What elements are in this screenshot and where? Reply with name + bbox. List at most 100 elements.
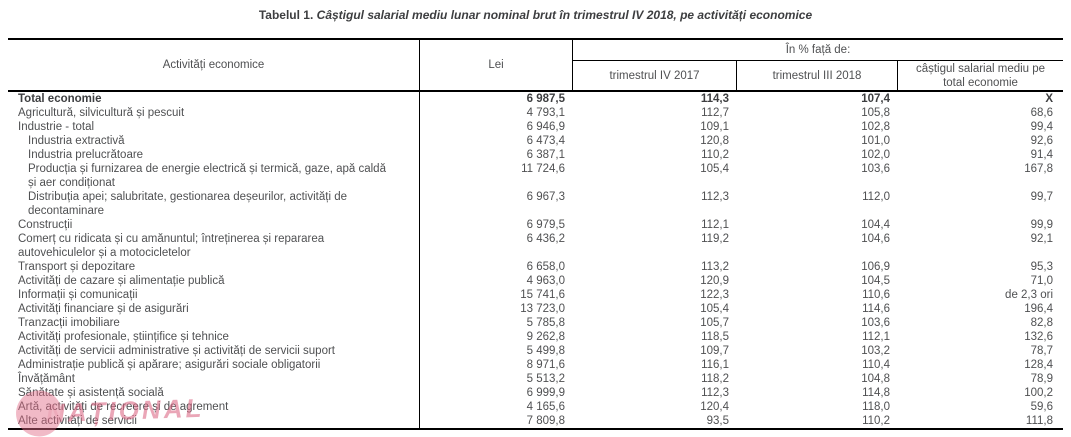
table-row: Sănătate și asistență socială 6 999,9 112,… bbox=[8, 386, 1063, 400]
value-vs-total-economy: 92,1 bbox=[1030, 233, 1053, 245]
activity-label: Activități de servicii administrative și… bbox=[8, 344, 420, 358]
value-vs-q3-2018: 103,6 bbox=[861, 317, 890, 329]
value-lei: 7 809,8 bbox=[526, 415, 565, 427]
value-vs-q4-2017: 112,7 bbox=[701, 107, 729, 119]
table-row: Construcții 6 979,5 112,1 104,4 99,9 bbox=[8, 218, 1063, 232]
value-vs-q4-2017: 122,3 bbox=[700, 289, 729, 301]
value-lei: 6 979,5 bbox=[526, 219, 565, 231]
table-row: Activități financiare și de asigurări 13 … bbox=[8, 302, 1063, 316]
value-vs-q3-2018: 114,6 bbox=[862, 303, 890, 315]
value-vs-total-economy: X bbox=[1045, 93, 1053, 105]
activity-label: Activități financiare și de asigurări bbox=[8, 302, 420, 316]
value-vs-q4-2017: 120,9 bbox=[700, 275, 729, 287]
value-vs-q4-2017: 109,1 bbox=[700, 121, 729, 133]
value-lei: 4 793,1 bbox=[526, 107, 565, 119]
table-row: Activități de servicii administrative și… bbox=[8, 344, 1063, 358]
percent-subcolumns: trimestrul IV 2017 trimestrul III 2018 c… bbox=[573, 61, 1063, 90]
value-lei: 13 723,0 bbox=[520, 303, 565, 315]
value-vs-total-economy: 78,7 bbox=[1030, 345, 1053, 357]
value-vs-total-economy: 68,6 bbox=[1030, 107, 1053, 119]
value-vs-q3-2018: 105,8 bbox=[861, 107, 890, 119]
value-vs-q4-2017: 105,7 bbox=[700, 317, 729, 329]
table-row: Activități profesionale, științifice și … bbox=[8, 330, 1063, 344]
activity-label: Sănătate și asistență socială bbox=[8, 386, 420, 400]
table-row: Industria prelucrătoare 6 387,1 110,2 102,0… bbox=[8, 148, 1063, 162]
value-vs-q4-2017: 113,2 bbox=[701, 261, 729, 273]
table-row: Distribuția apei; salubritate, gestionar… bbox=[8, 190, 1063, 218]
activity-label: Producția și furnizarea de energie elect… bbox=[8, 162, 420, 190]
table-header: Activități economice Lei În % față de: t… bbox=[8, 40, 1063, 92]
value-vs-total-economy: 78,9 bbox=[1030, 373, 1053, 385]
value-vs-q4-2017: 120,8 bbox=[700, 135, 729, 147]
page-title: Tabelul 1. Câștigul salarial mediu lunar… bbox=[0, 8, 1071, 22]
table-row: Activități de cazare și alimentație publ… bbox=[8, 274, 1063, 288]
value-vs-q3-2018: 118,0 bbox=[862, 401, 890, 413]
value-vs-total-economy: 71,0 bbox=[1030, 275, 1053, 287]
table-row: Alte activități de servicii 7 809,8 93,5 11… bbox=[8, 414, 1063, 428]
value-lei: 8 971,6 bbox=[526, 359, 565, 371]
value-vs-total-economy: 99,7 bbox=[1030, 191, 1053, 203]
value-vs-q4-2017: 112,1 bbox=[701, 219, 729, 231]
value-vs-q4-2017: 116,1 bbox=[701, 359, 729, 371]
value-lei: 6 946,9 bbox=[526, 121, 565, 133]
col-group-percent: În % față de: trimestrul IV 2017 trimest… bbox=[573, 40, 1063, 90]
value-vs-q3-2018: 104,4 bbox=[861, 219, 890, 231]
value-vs-q3-2018: 102,0 bbox=[861, 149, 890, 161]
value-lei: 5 513,2 bbox=[526, 373, 565, 385]
value-lei: 6 987,5 bbox=[526, 93, 565, 105]
activity-label: Construcții bbox=[8, 218, 420, 232]
value-lei: 6 436,2 bbox=[526, 233, 565, 245]
value-lei: 9 262,8 bbox=[526, 331, 565, 343]
activity-label: Administrație publică și apărare; asigur… bbox=[8, 358, 420, 372]
value-vs-q4-2017: 120,4 bbox=[700, 401, 729, 413]
table-row: Comerț cu ridicata și cu amănuntul; într… bbox=[8, 232, 1063, 260]
value-vs-q3-2018: 110,2 bbox=[862, 415, 890, 427]
value-vs-q4-2017: 114,3 bbox=[700, 93, 729, 105]
value-vs-total-economy: 196,4 bbox=[1024, 303, 1053, 315]
activity-label: Total economie bbox=[8, 92, 420, 106]
col-header-avg-economy: câștigul salarial mediu pe total economi… bbox=[915, 62, 1046, 89]
table-row: Industria extractivă 6 473,4 120,8 101,0 92,… bbox=[8, 134, 1063, 148]
value-vs-total-economy: 92,6 bbox=[1030, 135, 1053, 147]
table-row: Administrație publică și apărare; asigur… bbox=[8, 358, 1063, 372]
value-lei: 11 724,6 bbox=[521, 163, 565, 175]
value-vs-q3-2018: 106,9 bbox=[861, 261, 890, 273]
value-vs-q4-2017: 110,2 bbox=[701, 149, 729, 161]
value-lei: 6 999,9 bbox=[526, 387, 565, 399]
activity-label: Industrie - total bbox=[8, 120, 420, 134]
value-vs-q3-2018: 112,0 bbox=[862, 191, 890, 203]
activity-label: Artă, activități de recreere și de agrem… bbox=[8, 400, 420, 414]
activity-label: Activități de cazare și alimentație publ… bbox=[8, 274, 420, 288]
value-vs-total-economy: 59,6 bbox=[1030, 401, 1053, 413]
value-vs-q3-2018: 112,1 bbox=[862, 331, 890, 343]
value-vs-q3-2018: 103,6 bbox=[861, 163, 890, 175]
table-row: Învățământ 5 513,2 118,2 104,8 78,9 bbox=[8, 372, 1063, 386]
value-vs-total-economy: 111,8 bbox=[1025, 415, 1053, 427]
table-row: Artă, activități de recreere și de agrem… bbox=[8, 400, 1063, 414]
value-vs-q4-2017: 105,4 bbox=[700, 303, 729, 315]
value-vs-total-economy: 91,4 bbox=[1030, 149, 1053, 161]
value-vs-q3-2018: 103,2 bbox=[861, 345, 890, 357]
value-vs-q3-2018: 114,8 bbox=[862, 387, 890, 399]
activity-label: Informații și comunicații bbox=[8, 288, 420, 302]
value-vs-total-economy: 99,4 bbox=[1030, 121, 1053, 133]
value-lei: 5 499,8 bbox=[526, 345, 565, 357]
value-lei: 6 658,0 bbox=[526, 261, 565, 273]
table-row: Agricultură, silvicultură și pescuit 4 79… bbox=[8, 106, 1063, 120]
activity-label: Comerț cu ridicata și cu amănuntul; într… bbox=[8, 232, 420, 260]
value-vs-q3-2018: 107,4 bbox=[861, 93, 890, 105]
table-body: Total economie 6 987,5 114,3 107,4 X Agricult… bbox=[8, 92, 1063, 428]
col-header-q4-2017: trimestrul IV 2017 bbox=[573, 61, 737, 90]
value-vs-total-economy: 132,6 bbox=[1024, 331, 1053, 343]
value-vs-q4-2017: 93,5 bbox=[706, 415, 729, 427]
table-row: Total economie 6 987,5 114,3 107,4 X bbox=[8, 92, 1063, 106]
value-vs-total-economy: 82,8 bbox=[1030, 317, 1053, 329]
table-row: Informații și comunicații 15 741,6 122,3 11… bbox=[8, 288, 1063, 302]
table-row: Producția și furnizarea de energie elect… bbox=[8, 162, 1063, 190]
activity-label: Industria extractivă bbox=[8, 134, 420, 148]
activity-label: Învățământ bbox=[8, 372, 420, 386]
activity-label: Activități profesionale, științifice și … bbox=[8, 330, 420, 344]
table-row: Industrie - total 6 946,9 109,1 102,8 99,4 bbox=[8, 120, 1063, 134]
value-vs-q3-2018: 110,4 bbox=[862, 359, 890, 371]
col-header-activities: Activități economice bbox=[8, 40, 420, 90]
